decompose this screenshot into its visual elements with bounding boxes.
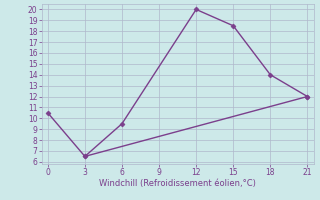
X-axis label: Windchill (Refroidissement éolien,°C): Windchill (Refroidissement éolien,°C) <box>99 179 256 188</box>
